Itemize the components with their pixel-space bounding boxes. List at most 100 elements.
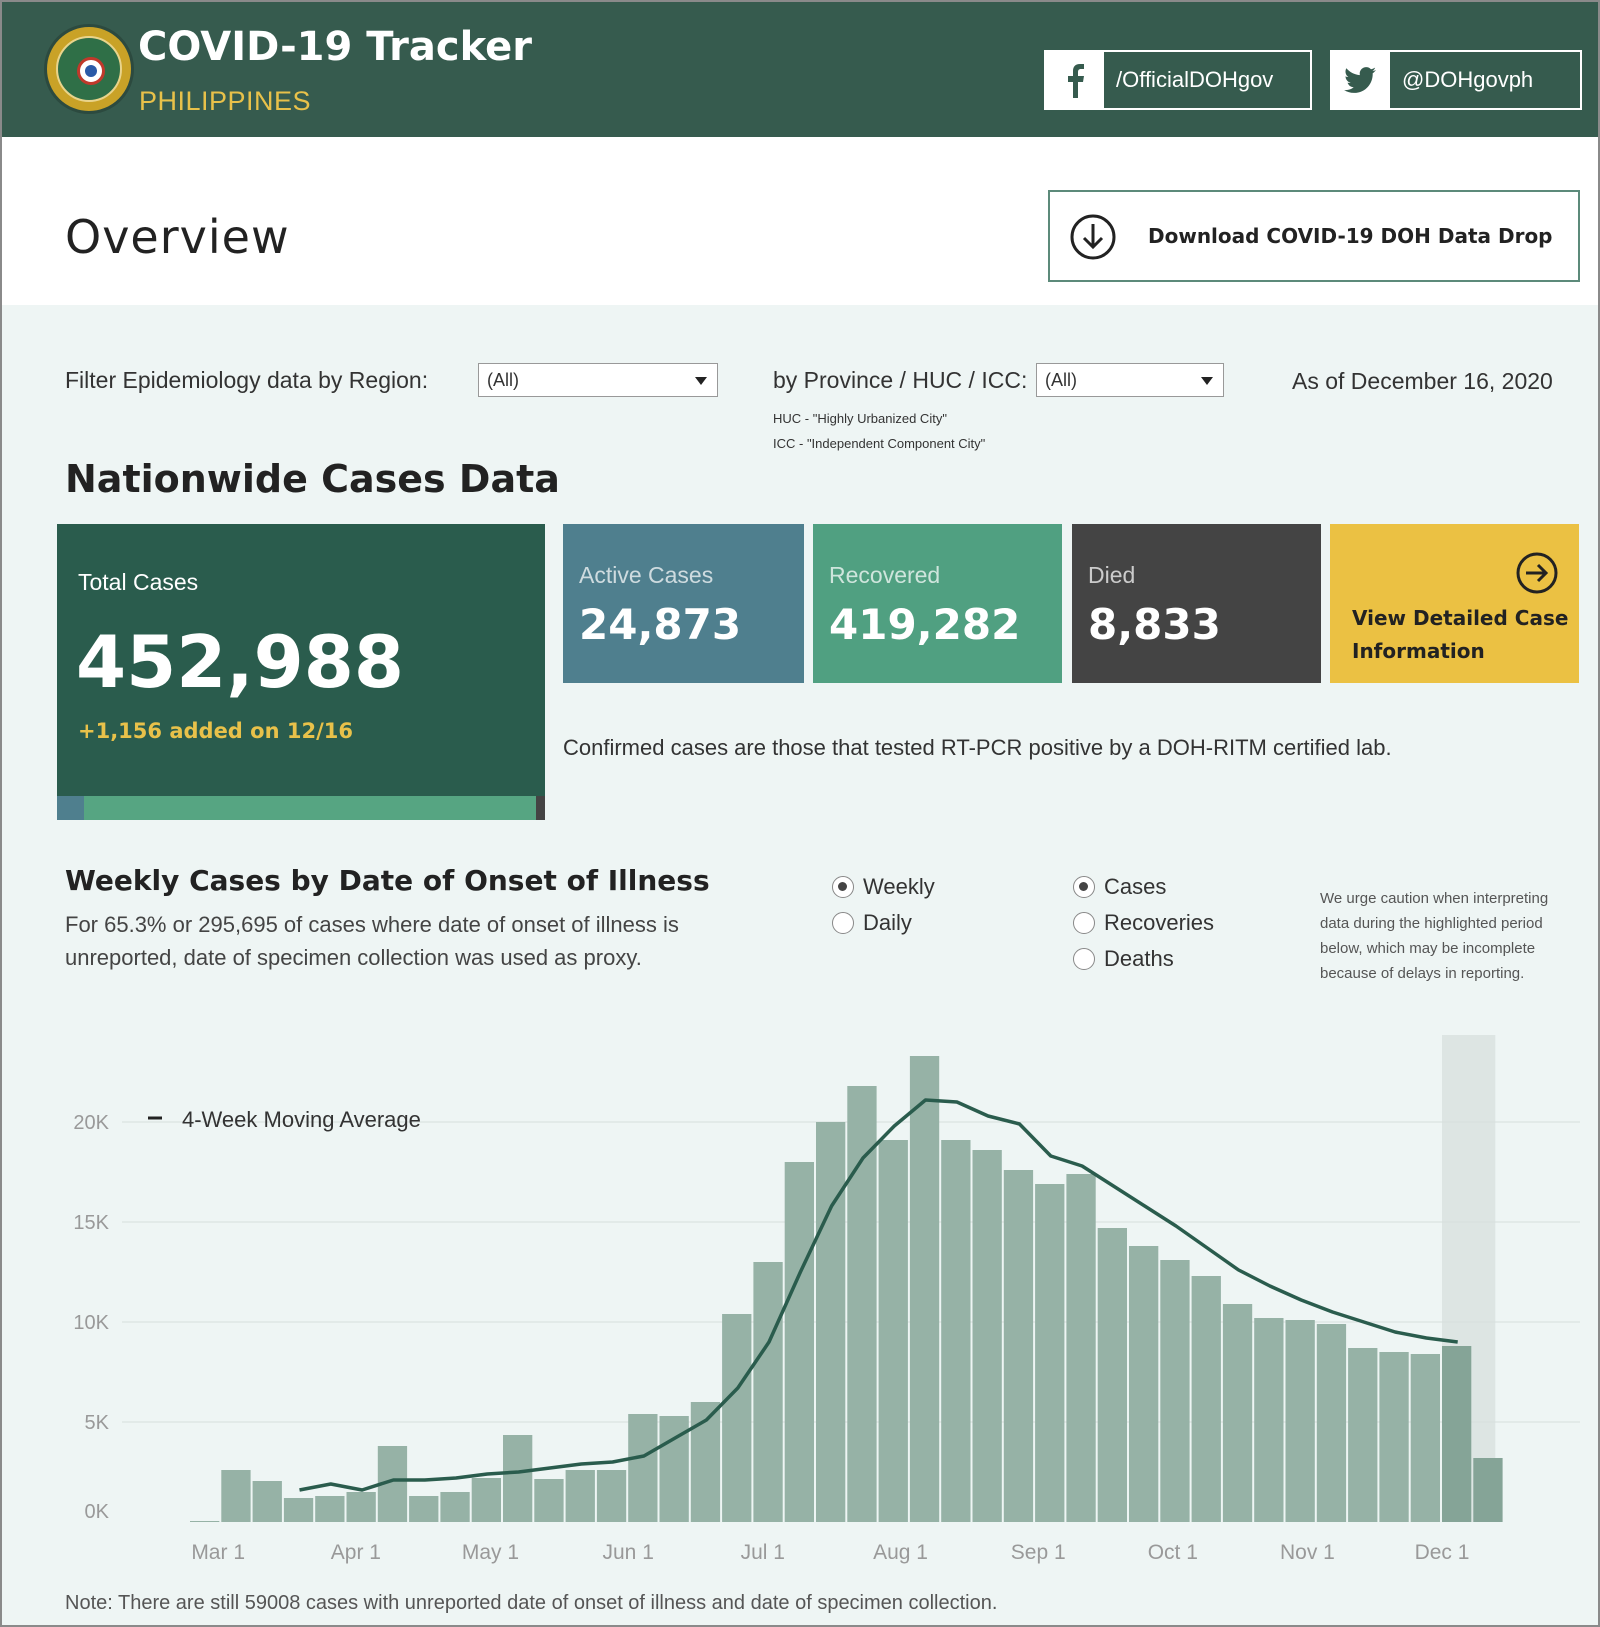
weekly-bar: [221, 1470, 251, 1522]
download-label: Download COVID-19 DOH Data Drop: [1148, 224, 1553, 248]
twitter-link[interactable]: @DOHgovph: [1330, 50, 1582, 110]
page-title: Overview: [65, 210, 290, 264]
footer-note: Note: There are still 59008 cases with u…: [65, 1592, 998, 1614]
weekly-bar: [1348, 1348, 1378, 1522]
weekly-bar: [252, 1481, 282, 1522]
x-tick-label: May 1: [462, 1541, 519, 1564]
case-breakdown-bar: [57, 796, 545, 820]
total-cases-label: Total Cases: [78, 569, 199, 595]
x-tick-label: Aug 1: [873, 1541, 928, 1564]
y-tick-label: 20K: [73, 1112, 109, 1134]
weekly-bar: [1316, 1324, 1347, 1522]
radio-deaths-label: Deaths: [1104, 946, 1174, 971]
twitter-icon: [1332, 52, 1390, 108]
confirmed-cases-note: Confirmed cases are those that tested RT…: [563, 735, 1392, 760]
download-data-drop-button[interactable]: Download COVID-19 DOH Data Drop: [1048, 190, 1580, 282]
x-tick-label: Oct 1: [1148, 1541, 1198, 1564]
facebook-icon: [1046, 52, 1104, 108]
weekly-bar: [1379, 1352, 1409, 1522]
chevron-down-icon: [1201, 377, 1213, 385]
x-tick-label: Dec 1: [1415, 1541, 1470, 1564]
radio-button-icon: [1073, 948, 1095, 970]
weekly-bar: [1473, 1458, 1503, 1522]
radio-weekly-label: Weekly: [863, 874, 935, 899]
reporting-delay-caution: We urge caution when interpreting data d…: [1320, 890, 1549, 982]
x-tick-label: Jul 1: [741, 1541, 785, 1564]
weekly-bar: [909, 1056, 940, 1522]
top-header: COVID-19 Tracker PHILIPPINES /OfficialDO…: [2, 2, 1598, 137]
died-share-segment: [536, 796, 545, 820]
active-cases-value: 24,873: [579, 600, 742, 649]
province-filter-value: (All): [1045, 370, 1077, 390]
x-tick-label: Sep 1: [1011, 1541, 1066, 1564]
radio-daily-label: Daily: [863, 910, 912, 935]
facebook-link[interactable]: /OfficialDOHgov: [1044, 50, 1312, 110]
recovered-card: Recovered 419,282: [813, 524, 1062, 683]
view-detailed-case-button[interactable]: View Detailed Case Information: [1330, 524, 1579, 683]
weekly-bar: [1191, 1276, 1221, 1522]
active-share-segment: [57, 796, 84, 820]
weekly-bar: [816, 1122, 846, 1522]
weekly-cases-chart: 0K 5K 10K 15K 20K 4-Week Moving Average Mar 1 A…: [73, 1035, 1580, 1564]
download-arrow-icon: [1070, 214, 1116, 260]
died-value: 8,833: [1088, 600, 1221, 649]
y-tick-label: 10K: [73, 1312, 109, 1334]
huc-note: HUC - "Highly Urbanized City": [773, 411, 947, 426]
weekly-bar: [283, 1498, 314, 1522]
moving-average-line: [299, 1098, 1458, 1492]
total-cases-value: 452,988: [76, 620, 404, 704]
region-filter-select[interactable]: (All): [478, 363, 718, 397]
y-tick-label: 0K: [85, 1501, 110, 1523]
radio-button-icon: [832, 876, 854, 898]
section-title-weekly: Weekly Cases by Date of Onset of Illness: [65, 864, 710, 897]
weekly-bar: [596, 1470, 627, 1522]
weekly-bar: [1097, 1228, 1127, 1522]
view-detailed-label: View Detailed Case Information: [1352, 606, 1569, 663]
weekly-bar: [628, 1414, 658, 1522]
weekly-bar: [722, 1314, 752, 1522]
cases-added-today: +1,156 added on 12/16: [78, 719, 353, 743]
weekly-bar: [440, 1492, 470, 1522]
weekly-bar: [1222, 1304, 1253, 1522]
legend-label: 4-Week Moving Average: [182, 1107, 421, 1132]
died-label: Died: [1088, 562, 1136, 588]
radio-button-icon: [832, 912, 854, 934]
total-cases-card: Total Cases 452,988 +1,156 added on 12/1…: [57, 524, 545, 796]
weekly-bar: [972, 1150, 1002, 1522]
weekly-bar: [1129, 1246, 1159, 1522]
weekly-bar: [1035, 1184, 1065, 1522]
doh-seal-logo: [44, 24, 134, 114]
y-tick-label: 15K: [73, 1212, 109, 1234]
app-title: COVID-19 Tracker: [138, 24, 532, 70]
x-tick-label: Jun 1: [603, 1541, 654, 1564]
weekly-bar: [190, 1521, 220, 1522]
weekly-bar: [941, 1140, 971, 1522]
twitter-handle: @DOHgovph: [1402, 67, 1534, 92]
radio-recoveries-label: Recoveries: [1104, 910, 1215, 935]
radio-button-icon: [1073, 876, 1095, 898]
weekly-bar: [565, 1470, 595, 1522]
region-filter-label: Filter Epidemiology data by Region:: [65, 367, 429, 393]
weekly-bar: [471, 1478, 501, 1522]
x-tick-label: Mar 1: [191, 1541, 245, 1564]
weekly-bar: [1442, 1346, 1472, 1522]
weekly-bar: [1410, 1354, 1440, 1522]
weekly-bar: [409, 1496, 439, 1522]
region-filter-value: (All): [487, 370, 519, 390]
weekly-bar: [753, 1262, 783, 1522]
chevron-down-icon: [695, 377, 707, 385]
died-card: Died 8,833: [1072, 524, 1321, 683]
weekly-bar: [1066, 1174, 1096, 1522]
active-cases-card: Active Cases 24,873: [563, 524, 804, 683]
radio-cases-label: Cases: [1104, 874, 1167, 899]
weekly-bar: [784, 1162, 814, 1522]
facebook-handle: /OfficialDOHgov: [1116, 67, 1274, 92]
weekly-bar: [878, 1140, 908, 1522]
weekly-description: For 65.3% or 295,695 of cases where date…: [65, 912, 679, 970]
radio-button-icon: [1073, 912, 1095, 934]
x-tick-label: Nov 1: [1280, 1541, 1335, 1564]
province-filter-select[interactable]: (All): [1036, 363, 1224, 397]
weekly-bar: [503, 1435, 533, 1522]
arrow-right-circle-icon: [1516, 552, 1558, 594]
